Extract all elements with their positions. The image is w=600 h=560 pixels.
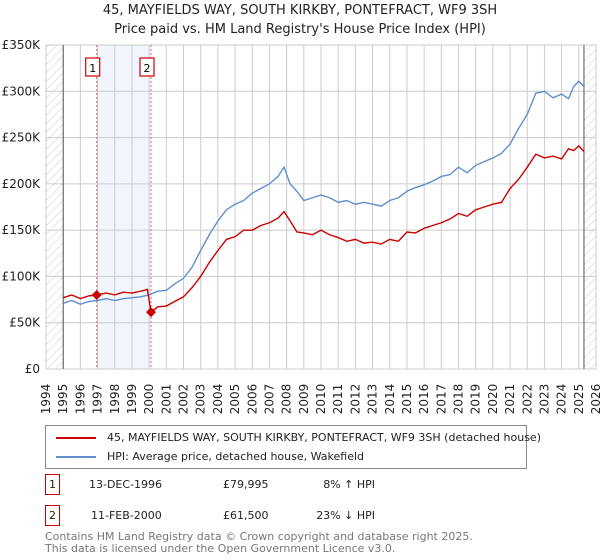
- x-tick-label: 2008: [280, 384, 294, 415]
- x-tick-label: 2023: [537, 384, 551, 415]
- sale-point: [91, 289, 102, 300]
- x-tick-label: 2011: [331, 384, 345, 415]
- sale-label: 2: [144, 62, 151, 75]
- marker-badge: 2: [45, 505, 60, 526]
- y-tick-label: £350K: [2, 38, 42, 52]
- x-tick-label: 2015: [400, 384, 414, 415]
- x-tick-label: 2000: [142, 384, 156, 415]
- x-tick-label: 1994: [39, 384, 53, 415]
- legend-label: HPI: Average price, detached house, Wake…: [107, 450, 365, 463]
- marker-badge: 1: [45, 474, 60, 495]
- transaction-hpi: 8% ↑ HPI: [323, 478, 375, 491]
- sale-label: 1: [89, 62, 96, 75]
- transaction-date: 13-DEC-1996: [89, 478, 163, 491]
- legend-item-hpi: HPI: Average price, detached house, Wake…: [56, 450, 364, 464]
- legend: 45, MAYFIELDS WAY, SOUTH KIRKBY, PONTEFR…: [45, 425, 541, 469]
- transaction-date: 11-FEB-2000: [91, 509, 162, 522]
- x-tick-label: 2022: [520, 384, 534, 415]
- legend-item-property: 45, MAYFIELDS WAY, SOUTH KIRKBY, PONTEFR…: [56, 431, 541, 445]
- chart-subtitle: Price paid vs. HM Land Registry's House …: [114, 22, 486, 37]
- x-tick-label: 2020: [486, 384, 500, 415]
- x-tick-label: 2012: [348, 384, 362, 415]
- x-tick-label: 2003: [194, 384, 208, 415]
- x-tick-label: 2002: [177, 384, 191, 415]
- footer-line: Contains HM Land Registry data © Crown c…: [45, 530, 473, 543]
- x-tick-label: 2016: [417, 384, 431, 415]
- x-tick-label: 2025: [572, 384, 586, 415]
- sale-label-box: [139, 57, 155, 77]
- x-tick-label: 2017: [434, 384, 448, 415]
- y-tick-label: £250K: [2, 131, 42, 145]
- x-tick-label: 2018: [452, 384, 466, 415]
- transaction-row: 1 13-DEC-1996 £79,995 8% ↑ HPI: [45, 474, 385, 496]
- y-tick-label: £200K: [2, 177, 42, 191]
- x-tick-label: 2007: [262, 384, 276, 415]
- y-tick-label: £300K: [2, 84, 42, 98]
- legend-label: 45, MAYFIELDS WAY, SOUTH KIRKBY, PONTEFR…: [107, 431, 541, 444]
- x-tick-label: 2001: [159, 384, 173, 415]
- x-tick-label: 1995: [56, 384, 70, 415]
- hatch-after-data: [583, 45, 596, 369]
- footer: Contains HM Land Registry data © Crown c…: [45, 531, 473, 555]
- x-tick-label: 1999: [125, 384, 139, 415]
- transaction-hpi: 23% ↓ HPI: [316, 509, 375, 522]
- y-tick-label: £150K: [2, 223, 42, 237]
- x-tick-label: 1996: [73, 384, 87, 415]
- legend-swatch-red: [56, 437, 96, 439]
- transaction-row: 2 11-FEB-2000 £61,500 23% ↓ HPI: [45, 505, 385, 527]
- x-tick-label: 2019: [469, 384, 483, 415]
- x-tick-label: 2005: [228, 384, 242, 415]
- ownership-shade: [96, 45, 152, 369]
- y-tick-label: £100K: [2, 269, 42, 283]
- x-tick-label: 2004: [211, 384, 225, 415]
- x-tick-label: 2014: [383, 384, 397, 415]
- x-tick-label: 2021: [503, 384, 517, 415]
- sale-label-box: [85, 57, 101, 77]
- transaction-price: £79,995: [223, 478, 269, 491]
- footer-line: This data is licensed under the Open Gov…: [45, 542, 396, 555]
- property-price-line: [62, 144, 585, 314]
- x-tick-label: 1998: [108, 384, 122, 415]
- hatch-before-data: [46, 45, 64, 369]
- x-tick-label: 2024: [555, 384, 569, 415]
- y-tick-label: £50K: [9, 316, 41, 330]
- transaction-price: £61,500: [223, 509, 269, 522]
- x-tick-label: 2006: [245, 384, 259, 415]
- x-tick-label: 2010: [314, 384, 328, 415]
- x-tick-label: 2026: [589, 384, 600, 415]
- y-tick-label: £0: [25, 362, 40, 376]
- hpi-line: [62, 80, 585, 305]
- x-tick-label: 2013: [366, 384, 380, 415]
- x-tick-label: 2009: [297, 384, 311, 415]
- chart-title: 45, MAYFIELDS WAY, SOUTH KIRKBY, PONTEFR…: [102, 3, 498, 18]
- plot-area: 1994 1995 1996 1997 1998 1999 2000 2001 2002 2003…: [2, 38, 600, 415]
- sale-point: [146, 307, 157, 318]
- legend-swatch-blue: [56, 456, 96, 458]
- x-tick-label: 1997: [91, 384, 105, 415]
